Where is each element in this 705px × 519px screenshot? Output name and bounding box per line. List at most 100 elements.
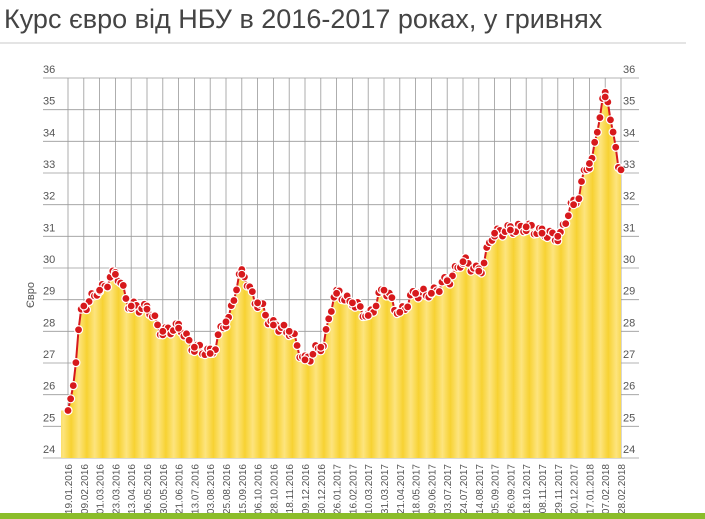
x-tick-label: 16.02.2017 bbox=[348, 464, 359, 514]
y-tick-label-left: 27 bbox=[43, 349, 55, 361]
y-tick-label-left: 33 bbox=[43, 159, 55, 171]
y-tick-label-left: 24 bbox=[43, 444, 55, 456]
data-point-09.12.2016 bbox=[300, 355, 310, 365]
data-point-06.05.2016 bbox=[142, 304, 152, 314]
x-tick-label: 20.12.2017 bbox=[570, 464, 581, 514]
data-point bbox=[121, 293, 131, 304]
data-point bbox=[590, 137, 600, 147]
data-point bbox=[102, 282, 113, 292]
y-tick-label-left: 26 bbox=[43, 381, 55, 393]
data-point bbox=[561, 218, 571, 229]
y-tick-label-right: 33 bbox=[623, 159, 635, 171]
y-tick-label-right: 28 bbox=[623, 317, 635, 329]
x-tick-label: 29.11.2017 bbox=[554, 464, 565, 514]
x-tick-label: 25.08.2016 bbox=[222, 464, 233, 514]
data-point bbox=[611, 142, 621, 152]
y-tick-label-right: 35 bbox=[623, 96, 635, 108]
y-tick-label-left: 36 bbox=[43, 64, 55, 76]
data-point-13.04.2016 bbox=[126, 301, 136, 311]
x-tick-label: 18.05.2017 bbox=[412, 464, 423, 514]
x-tick-label: 23.03.2016 bbox=[111, 464, 122, 514]
data-point bbox=[321, 324, 331, 335]
data-point bbox=[371, 301, 381, 311]
data-point-03.07.2017 bbox=[442, 276, 452, 286]
data-point-21.04.2017 bbox=[395, 307, 405, 317]
x-tick-label: 03.07.2017 bbox=[443, 464, 454, 514]
y-tick-label-left: 34 bbox=[43, 127, 55, 139]
data-point-09.06.2017 bbox=[426, 288, 436, 298]
data-point-08.11.2017 bbox=[537, 228, 547, 238]
data-point bbox=[434, 286, 444, 297]
x-tick-label: 15.09.2016 bbox=[238, 464, 249, 514]
data-point-26.01.2017 bbox=[332, 288, 342, 298]
x-tick-label: 31.03.2017 bbox=[380, 464, 391, 514]
area-shape bbox=[61, 92, 621, 459]
x-tick-label: 30.05.2016 bbox=[159, 464, 170, 514]
data-point-24.07.2017 bbox=[458, 257, 468, 267]
series-marks bbox=[63, 87, 626, 416]
data-point bbox=[68, 380, 78, 391]
data-point bbox=[150, 311, 160, 321]
data-point bbox=[563, 211, 573, 221]
data-point bbox=[152, 320, 163, 330]
y-tick-label-left: 28 bbox=[43, 317, 55, 329]
x-tick-label: 03.08.2016 bbox=[206, 464, 217, 514]
x-tick-label: 09.06.2017 bbox=[427, 464, 438, 514]
data-point bbox=[355, 301, 365, 312]
y-tick-label-right: 34 bbox=[623, 127, 635, 139]
data-point-18.10.2017 bbox=[521, 222, 531, 232]
data-point-17.01.2018 bbox=[584, 158, 595, 169]
x-tick-label: 09.12.2016 bbox=[301, 464, 312, 514]
y-tick-label-left: 32 bbox=[43, 191, 55, 203]
title-divider bbox=[0, 42, 686, 44]
y-tick-label-left: 30 bbox=[43, 254, 55, 266]
data-point bbox=[403, 302, 413, 312]
y-tick-label-right: 25 bbox=[623, 412, 635, 424]
data-point-23.03.2016 bbox=[110, 269, 121, 279]
data-point-05.09.2017 bbox=[490, 228, 500, 238]
y-tick-label-right: 31 bbox=[623, 222, 635, 234]
data-point bbox=[387, 293, 397, 303]
data-point-10.03.2017 bbox=[363, 310, 373, 321]
data-point-28.02.2018 bbox=[616, 165, 626, 175]
data-point bbox=[605, 115, 616, 125]
x-tick-label: 21.06.2016 bbox=[175, 464, 186, 514]
x-tick-label: 17.01.2018 bbox=[585, 464, 596, 514]
x-tick-label: 18.11.2016 bbox=[285, 464, 296, 514]
y-tick-label-left: 31 bbox=[43, 222, 55, 234]
data-point bbox=[247, 287, 257, 297]
data-point-21.06.2016 bbox=[174, 323, 184, 333]
data-point bbox=[326, 306, 336, 317]
y-tick-label-right: 32 bbox=[623, 191, 635, 203]
bottom-accent-bar bbox=[0, 513, 705, 519]
y-tick-label-right: 27 bbox=[623, 349, 635, 361]
data-point bbox=[260, 310, 271, 320]
x-tick-label: 07.02.2018 bbox=[601, 464, 612, 514]
area-fill bbox=[61, 92, 621, 459]
y-tick-label-left: 25 bbox=[43, 412, 55, 424]
x-tick-label: 13.04.2016 bbox=[127, 464, 138, 514]
x-tick-label: 08.11.2017 bbox=[538, 464, 549, 514]
y-tick-label-right: 36 bbox=[623, 64, 635, 76]
y-tick-label-right: 30 bbox=[623, 254, 635, 266]
y-tick-label-left: 35 bbox=[43, 96, 55, 108]
data-point bbox=[595, 113, 605, 123]
x-tick-label: 24.07.2017 bbox=[459, 464, 470, 514]
data-point bbox=[608, 127, 618, 137]
data-point-14.08.2017 bbox=[474, 266, 484, 276]
data-point bbox=[66, 394, 76, 404]
data-point-06.10.2016 bbox=[253, 298, 263, 308]
x-tick-label: 09.02.2016 bbox=[80, 464, 91, 514]
y-tick-label-right: 29 bbox=[623, 286, 635, 298]
data-point bbox=[184, 335, 194, 345]
data-point-01.03.2016 bbox=[94, 285, 105, 295]
x-tick-label: 26.09.2017 bbox=[506, 464, 517, 514]
x-tick-label: 01.03.2016 bbox=[96, 464, 107, 514]
data-point-20.12.2017 bbox=[568, 200, 579, 210]
x-tick-label: 06.05.2016 bbox=[143, 464, 154, 514]
data-point bbox=[574, 194, 584, 204]
data-point bbox=[73, 325, 84, 335]
chart-title: Курс євро від НБУ в 2016-2017 роках, у г… bbox=[4, 4, 603, 34]
x-tick-label: 18.10.2017 bbox=[522, 464, 533, 514]
